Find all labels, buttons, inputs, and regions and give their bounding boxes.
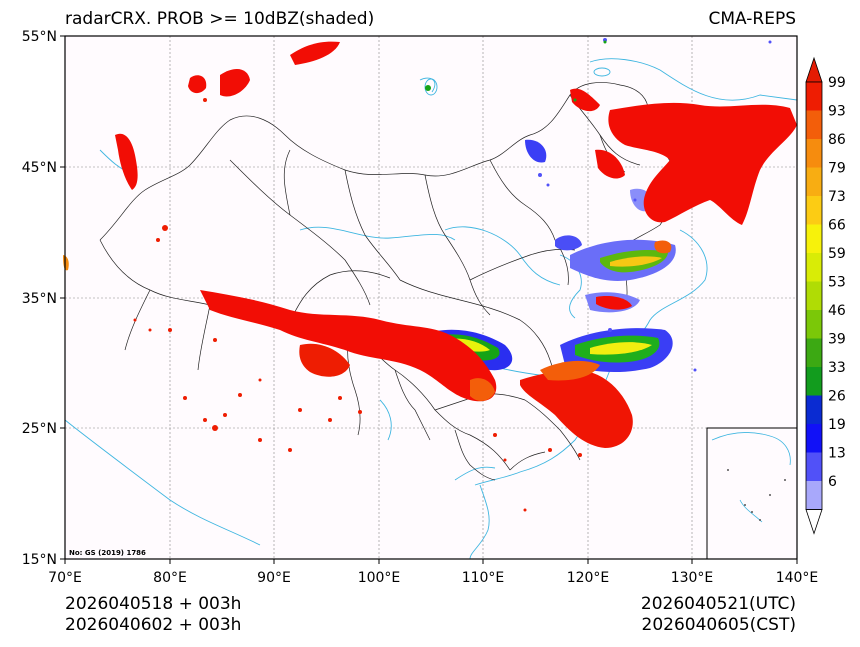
- lat-label: 35°N: [22, 291, 57, 307]
- colorbar-segment: [806, 338, 822, 367]
- colorbar-label: 86: [828, 132, 846, 148]
- colorbar-label: 19: [828, 417, 846, 433]
- colorbar-segment: [806, 481, 822, 510]
- probability-shading: [63, 38, 797, 512]
- lon-label: 120°E: [567, 570, 610, 586]
- colorbar-segment: [806, 310, 822, 339]
- colorbar-segment: [806, 395, 822, 424]
- colorbar-label: 53: [828, 275, 846, 291]
- lon-label: 80°E: [153, 570, 187, 586]
- valid-cst: 2026040605(CST): [641, 615, 796, 635]
- colorbar-segment: [806, 224, 822, 253]
- colorbar-segment: [806, 167, 822, 196]
- colorbar-segment: [806, 196, 822, 225]
- colorbar-frame: [805, 81, 823, 510]
- valid-time-block: 2026040521(UTC) 2026040605(CST): [641, 594, 796, 636]
- colorbar-label: 6: [828, 474, 837, 490]
- colorbar-label: 33: [828, 360, 846, 376]
- lon-label: 90°E: [257, 570, 291, 586]
- tick-marks: [60, 35, 798, 564]
- lat-label: 25°N: [22, 421, 57, 437]
- colorbar-label: 66: [828, 218, 846, 234]
- colorbar-label: 13: [828, 446, 846, 462]
- colorbar-segment: [806, 367, 822, 396]
- colorbar-label: 73: [828, 189, 846, 205]
- colorbar-label: 46: [828, 303, 846, 319]
- lon-label: 140°E: [776, 570, 819, 586]
- lat-label: 15°N: [22, 552, 57, 568]
- colorbar-label: 99: [828, 75, 846, 91]
- colorbar-segment: [806, 424, 822, 453]
- init-utc: 2026040518 + 003h: [65, 594, 242, 614]
- colorbar: 99 93 86 79 73 66 59 53 46 39 33 26 19 13 6: [805, 56, 846, 535]
- colorbar-label: 79: [828, 161, 846, 177]
- title-left: radarCRX. PROB >= 10dBZ(shaded): [65, 9, 375, 29]
- colorbar-label: 26: [828, 389, 846, 405]
- colorbar-segment: [806, 281, 822, 310]
- inset-islands: [727, 469, 786, 521]
- map-note: No: GS (2019) 1786: [69, 549, 146, 557]
- valid-utc: 2026040521(UTC): [640, 594, 796, 614]
- model-name: CMA-REPS: [708, 9, 796, 29]
- lon-label: 70°E: [48, 570, 82, 586]
- colorbar-under-arrow: [805, 509, 823, 535]
- colorbar-segment: [806, 82, 822, 111]
- colorbar-label: 59: [828, 246, 846, 262]
- inset-map: [706, 427, 798, 560]
- init-cst: 2026040602 + 003h: [65, 615, 242, 635]
- colorbar-label: 93: [828, 104, 846, 120]
- colorbar-segment: [806, 452, 822, 481]
- colorbar-over-arrow: [805, 56, 823, 83]
- lon-label: 110°E: [462, 570, 505, 586]
- lat-labels: 55°N 45°N 35°N 25°N 15°N: [22, 29, 57, 568]
- colorbar-segment: [806, 139, 822, 168]
- colorbar-segment: [806, 253, 822, 282]
- colorbar-label: 39: [828, 332, 846, 348]
- lat-label: 45°N: [22, 160, 57, 176]
- lon-label: 100°E: [358, 570, 401, 586]
- init-time-block: 2026040518 + 003h 2026040602 + 003h: [65, 594, 241, 636]
- lon-label: 130°E: [671, 570, 714, 586]
- lon-labels: 70°E 80°E 90°E 100°E 110°E 120°E 130°E 1…: [48, 570, 818, 586]
- lat-label: 55°N: [22, 29, 57, 45]
- colorbar-segment: [806, 110, 822, 139]
